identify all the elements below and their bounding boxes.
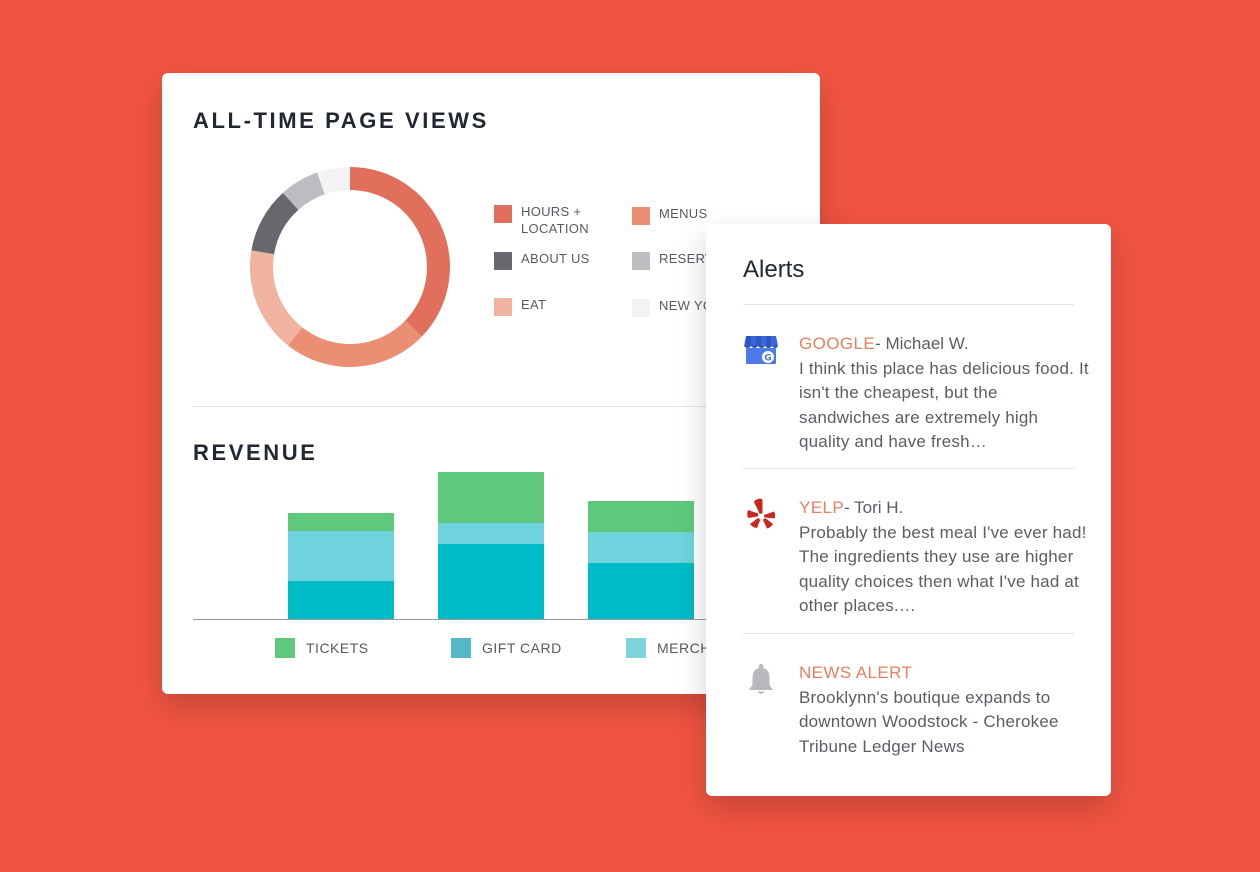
yelp-icon xyxy=(747,498,776,529)
google-business-icon: G xyxy=(744,336,778,364)
donut-slice-about-us[interactable] xyxy=(251,192,299,255)
legend-swatch xyxy=(632,252,650,270)
alert-snippet: Probably the best meal I've ever had! Th… xyxy=(799,522,1087,616)
alerts-divider xyxy=(743,304,1074,305)
revenue-x-axis xyxy=(193,619,820,620)
legend-reservations[interactable]: RESERV xyxy=(632,250,749,270)
bar-segment-merch[interactable] xyxy=(588,532,694,563)
legend-swatch xyxy=(632,207,650,225)
bar-segment-gift-card[interactable] xyxy=(438,544,544,619)
legend-label: HOURS + LOCATION xyxy=(521,204,589,236)
page-views-legend: HOURS + LOCATION MENUS ABOUT US RESERV E… xyxy=(162,73,820,403)
legend-label: ABOUT US xyxy=(521,251,590,266)
alert-author: - Michael W. xyxy=(875,334,969,353)
legend-menus[interactable]: MENUS xyxy=(632,205,749,225)
legend-swatch xyxy=(451,638,471,658)
donut-slice-reserv[interactable] xyxy=(282,172,325,210)
legend-eat[interactable]: EAT xyxy=(494,296,611,316)
donut-slice-hours-location[interactable] xyxy=(350,167,450,337)
alert-source[interactable]: GOOGLE xyxy=(799,334,876,353)
legend-swatch xyxy=(494,252,512,270)
legend-label: EAT xyxy=(521,297,547,312)
alert-snippet: Brooklynn's boutique expands to downtown… xyxy=(799,687,1059,756)
revenue-title: REVENUE xyxy=(193,440,318,465)
bar-segment-merch[interactable] xyxy=(438,523,544,544)
donut-slice-menus[interactable] xyxy=(288,320,422,367)
bar-segment-tickets[interactable] xyxy=(288,513,394,531)
donut-slice-new-yo[interactable] xyxy=(317,167,350,195)
alerts-title: Alerts xyxy=(743,256,805,283)
bar-segment-gift-card[interactable] xyxy=(588,563,694,619)
legend-swatch xyxy=(494,205,512,223)
bar-segment-tickets[interactable] xyxy=(438,472,544,523)
alert-source[interactable]: NEWS ALERT xyxy=(799,663,913,682)
bar-segment-gift-card[interactable] xyxy=(288,581,394,619)
legend-label: RESERV xyxy=(659,251,715,266)
legend-label: TICKETS xyxy=(306,639,369,656)
legend-swatch xyxy=(275,638,295,658)
svg-text:G: G xyxy=(764,354,771,364)
legend-swatch xyxy=(494,298,512,316)
legend-label: GIFT CARD xyxy=(482,639,562,656)
legend-label: MERCH xyxy=(657,639,711,656)
donut-slice-eat[interactable] xyxy=(250,250,303,346)
alerts-card: Alerts G GOOGLE- Michael W. I think this… xyxy=(706,224,1111,796)
legend-label: MENUS xyxy=(659,206,708,221)
section-divider xyxy=(193,406,820,407)
page-views-donut-chart xyxy=(250,167,450,367)
alert-source[interactable]: YELP xyxy=(799,498,845,517)
alert-body: GOOGLE- Michael W. I think this place ha… xyxy=(799,332,1089,455)
legend-swatch xyxy=(626,638,646,658)
legend-tickets[interactable]: TICKETS xyxy=(275,638,369,658)
alerts-divider xyxy=(743,633,1074,634)
alert-snippet: I think this place has delicious food. I… xyxy=(799,358,1089,452)
bell-icon xyxy=(749,664,773,694)
legend-merch[interactable]: MERCH xyxy=(626,638,711,658)
bar-segment-tickets[interactable] xyxy=(588,501,694,532)
legend-hours-location[interactable]: HOURS + LOCATION xyxy=(494,203,611,237)
bar-segment-merch[interactable] xyxy=(288,531,394,581)
legend-gift-card[interactable]: GIFT CARD xyxy=(451,638,562,658)
alerts-divider xyxy=(743,468,1074,469)
revenue-bar-chart xyxy=(288,472,694,619)
legend-swatch xyxy=(632,299,650,317)
page-views-title: ALL-TIME PAGE VIEWS xyxy=(193,108,489,133)
alert-body: NEWS ALERT Brooklynn's boutique expands … xyxy=(799,661,1089,759)
alert-author: - Tori H. xyxy=(844,498,904,517)
alert-body: YELP- Tori H. Probably the best meal I'v… xyxy=(799,496,1089,619)
legend-about-us[interactable]: ABOUT US xyxy=(494,250,611,270)
